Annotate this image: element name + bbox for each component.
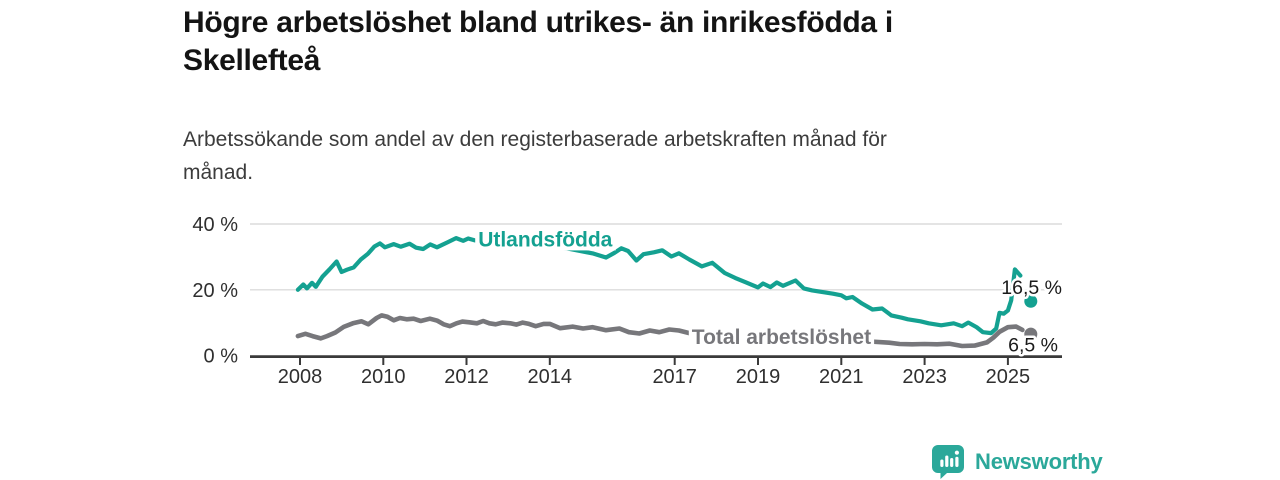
x-axis-tick-label: 2010 [361, 366, 406, 388]
x-axis-tick-label: 2023 [902, 366, 947, 388]
latest-value-label-total: 6,5 % [1008, 335, 1058, 357]
chart-subtitle: Arbetssökande som andel av den registerb… [183, 128, 887, 184]
series-line-total [295, 313, 1025, 349]
series-label-utlandsfodda: Utlandsfödda [478, 228, 612, 251]
series-label-total: Total arbetslöshet [692, 326, 871, 349]
y-axis-tick-label: 0 % [204, 346, 239, 368]
x-axis-tick-label: 2008 [278, 366, 323, 388]
newsworthy-logo-icon [932, 445, 964, 479]
latest-value-dot-total [1024, 327, 1038, 341]
x-axis-tick-label: 2021 [819, 366, 864, 388]
series-line-utlandsfodda [295, 236, 1023, 336]
x-axis-tick-label: 2012 [444, 366, 489, 388]
y-axis-tick-label: 40 % [192, 214, 238, 236]
newsworthy-logo-text: Newsworthy [975, 448, 1103, 474]
latest-value-label-utlandsfodda: 16,5 % [1001, 277, 1062, 299]
x-axis-tick-label: 2014 [528, 366, 573, 388]
y-axis-tick-label: 20 % [192, 280, 238, 302]
x-axis-tick-label: 2017 [652, 366, 697, 388]
chart-title: Högre arbetslöshet bland utrikes- än inr… [183, 6, 893, 78]
x-axis-tick-label: 2025 [986, 366, 1031, 388]
series-label-knockout [688, 327, 875, 348]
x-axis-tick-label: 2019 [736, 366, 781, 388]
newsworthy-logo: Newsworthy [930, 443, 1103, 480]
latest-value-dot-utlandsfodda [1024, 294, 1038, 308]
series-label-knockout [475, 229, 616, 251]
